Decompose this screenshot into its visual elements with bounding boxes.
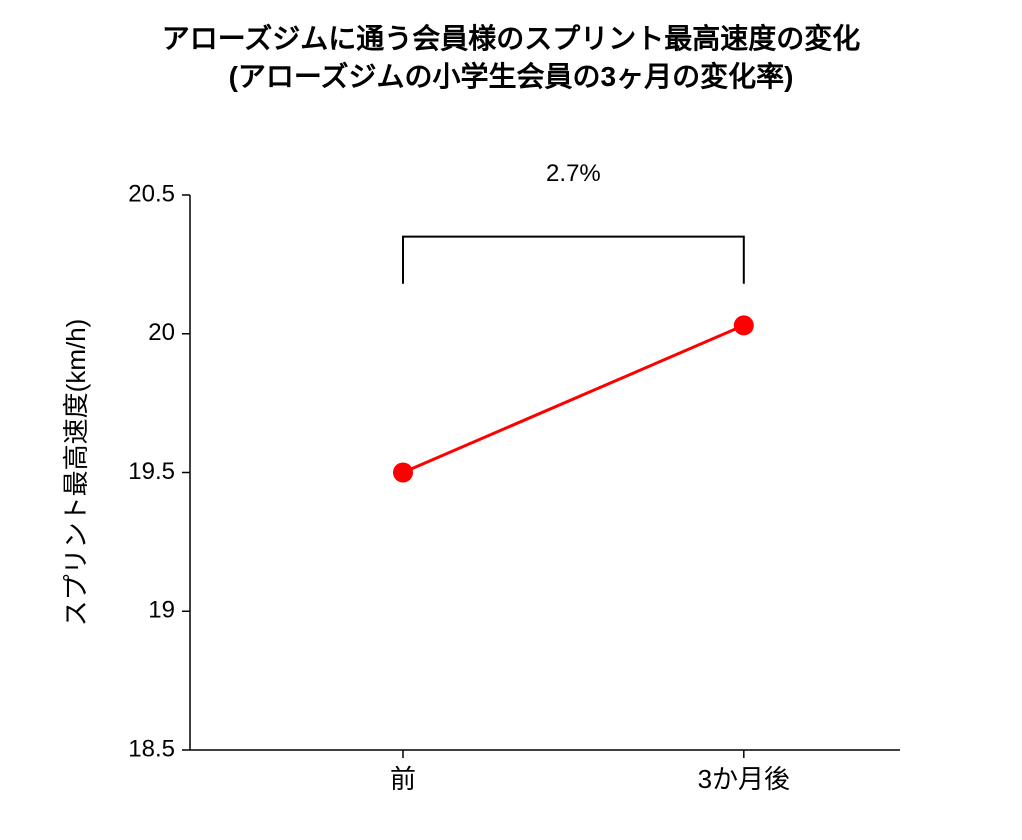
- y-tick-label: 19.5: [128, 458, 175, 485]
- data-marker: [734, 315, 754, 335]
- y-tick-label: 18.5: [128, 735, 175, 762]
- y-axis-label: スプリント最高速度(km/h): [61, 319, 91, 627]
- y-tick-label: 20.5: [128, 180, 175, 207]
- sprint-speed-chart: 18.5 19 19.5 20 20.5 前 3か月後 スプリント最高速度(km/h) 2.7%: [0, 0, 1022, 840]
- annotation-bracket: [403, 237, 744, 284]
- data-line: [403, 325, 744, 472]
- data-marker: [393, 463, 413, 483]
- annotation-label: 2.7%: [546, 160, 601, 187]
- x-tick-label: 前: [390, 764, 416, 794]
- y-tick-label: 19: [148, 597, 175, 624]
- x-tick-label: 3か月後: [698, 764, 790, 794]
- y-tick-label: 20: [148, 319, 175, 346]
- page: アローズジムに通う会員様のスプリント最高速度の変化 (アローズジムの小学生会員の…: [0, 0, 1022, 840]
